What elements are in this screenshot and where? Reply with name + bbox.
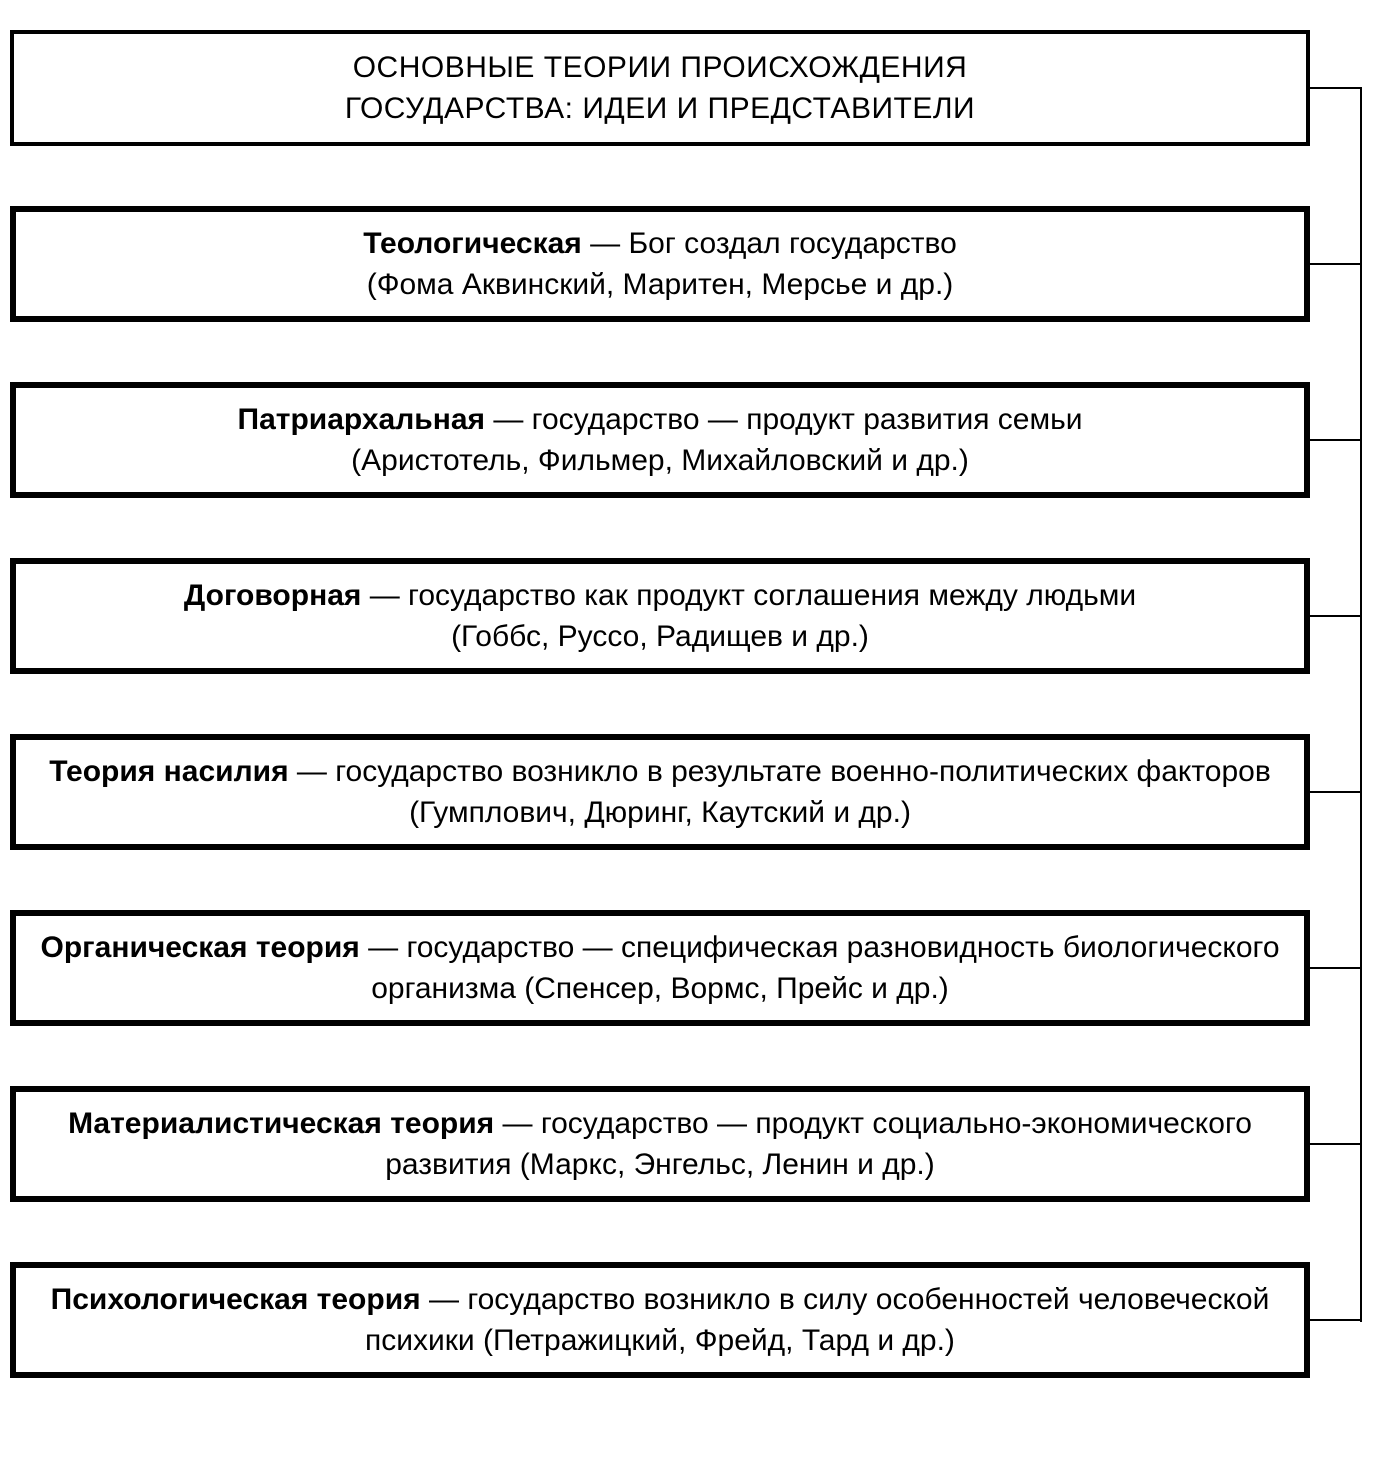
title-line-2: ГОСУДАРСТВА: ИДЕИ И ПРЕДСТАВИТЕЛИ [345, 88, 975, 129]
theory-name-0: Теологическая [363, 227, 582, 260]
theory-name-4: Органическая теория [40, 931, 359, 964]
theory-name-2: Договорная [184, 579, 362, 612]
connector-1 [1310, 263, 1362, 265]
theory-name-5: Материалистическая теория [68, 1107, 494, 1140]
theory-name-1: Патриархальная [238, 403, 486, 436]
theory-representatives-5: (Маркс, Энгельс, Ленин и др.) [511, 1148, 934, 1181]
theory-box-2: Договорная — государство как продукт сог… [10, 558, 1310, 674]
theory-box-3: Теория насилия — государство возникло в … [10, 734, 1310, 850]
theory-description-1: — государство — продукт развития семьи [485, 403, 1082, 436]
theory-box-1: Патриархальная — государство — продукт р… [10, 382, 1310, 498]
theory-text-2: Договорная — государство как продукт сог… [184, 575, 1136, 616]
spine-line [1360, 88, 1362, 1322]
title-line-1: ОСНОВНЫЕ ТЕОРИИ ПРОИСХОЖДЕНИЯ [353, 47, 968, 88]
theory-representatives-1: (Аристотель, Фильмер, Михайловский и др.… [351, 440, 969, 481]
theory-text-0: Теологическая — Бог создал государство [363, 223, 957, 264]
connector-7 [1310, 1319, 1362, 1321]
theory-description-0: — Бог создал государство [582, 227, 957, 260]
theory-text-5: Материалистическая теория — государство … [34, 1103, 1286, 1186]
theory-name-3: Теория насилия [49, 755, 288, 788]
theory-box-4: Органическая теория — государство — спец… [10, 910, 1310, 1026]
theory-box-5: Материалистическая теория — государство … [10, 1086, 1310, 1202]
theory-representatives-3: (Гумплович, Дюринг, Каутский и др.) [409, 796, 911, 829]
theory-representatives-0: (Фома Аквинский, Маритен, Мерсье и др.) [367, 264, 954, 305]
connector-5 [1310, 967, 1362, 969]
theory-description-3: — государство возникло в результате воен… [289, 755, 1271, 788]
connector-0 [1310, 87, 1362, 89]
theory-representatives-6: (Петражицкий, Фрейд, Тард и др.) [475, 1324, 955, 1357]
connector-4 [1310, 791, 1362, 793]
theory-box-0: Теологическая — Бог создал государство(Ф… [10, 206, 1310, 322]
theory-text-1: Патриархальная — государство — продукт р… [238, 399, 1083, 440]
connector-6 [1310, 1143, 1362, 1145]
theory-name-6: Психологическая теория [51, 1283, 421, 1316]
theory-text-4: Органическая теория — государство — спец… [34, 927, 1286, 1010]
theory-description-2: — государство как продукт соглашения меж… [361, 579, 1136, 612]
state-origin-theories-diagram: ОСНОВНЫЕ ТЕОРИИ ПРОИСХОЖДЕНИЯГОСУДАРСТВА… [0, 20, 1374, 1444]
theory-text-3: Теория насилия — государство возникло в … [34, 751, 1286, 834]
diagram-title-box: ОСНОВНЫЕ ТЕОРИИ ПРОИСХОЖДЕНИЯГОСУДАРСТВА… [10, 30, 1310, 146]
connector-2 [1310, 439, 1362, 441]
connector-3 [1310, 615, 1362, 617]
theory-box-6: Психологическая теория — государство воз… [10, 1262, 1310, 1378]
theory-representatives-4: (Спенсер, Вормс, Прейс и др.) [516, 972, 949, 1005]
theory-text-6: Психологическая теория — государство воз… [34, 1279, 1286, 1362]
theory-representatives-2: (Гоббс, Руссо, Радищев и др.) [451, 616, 869, 657]
